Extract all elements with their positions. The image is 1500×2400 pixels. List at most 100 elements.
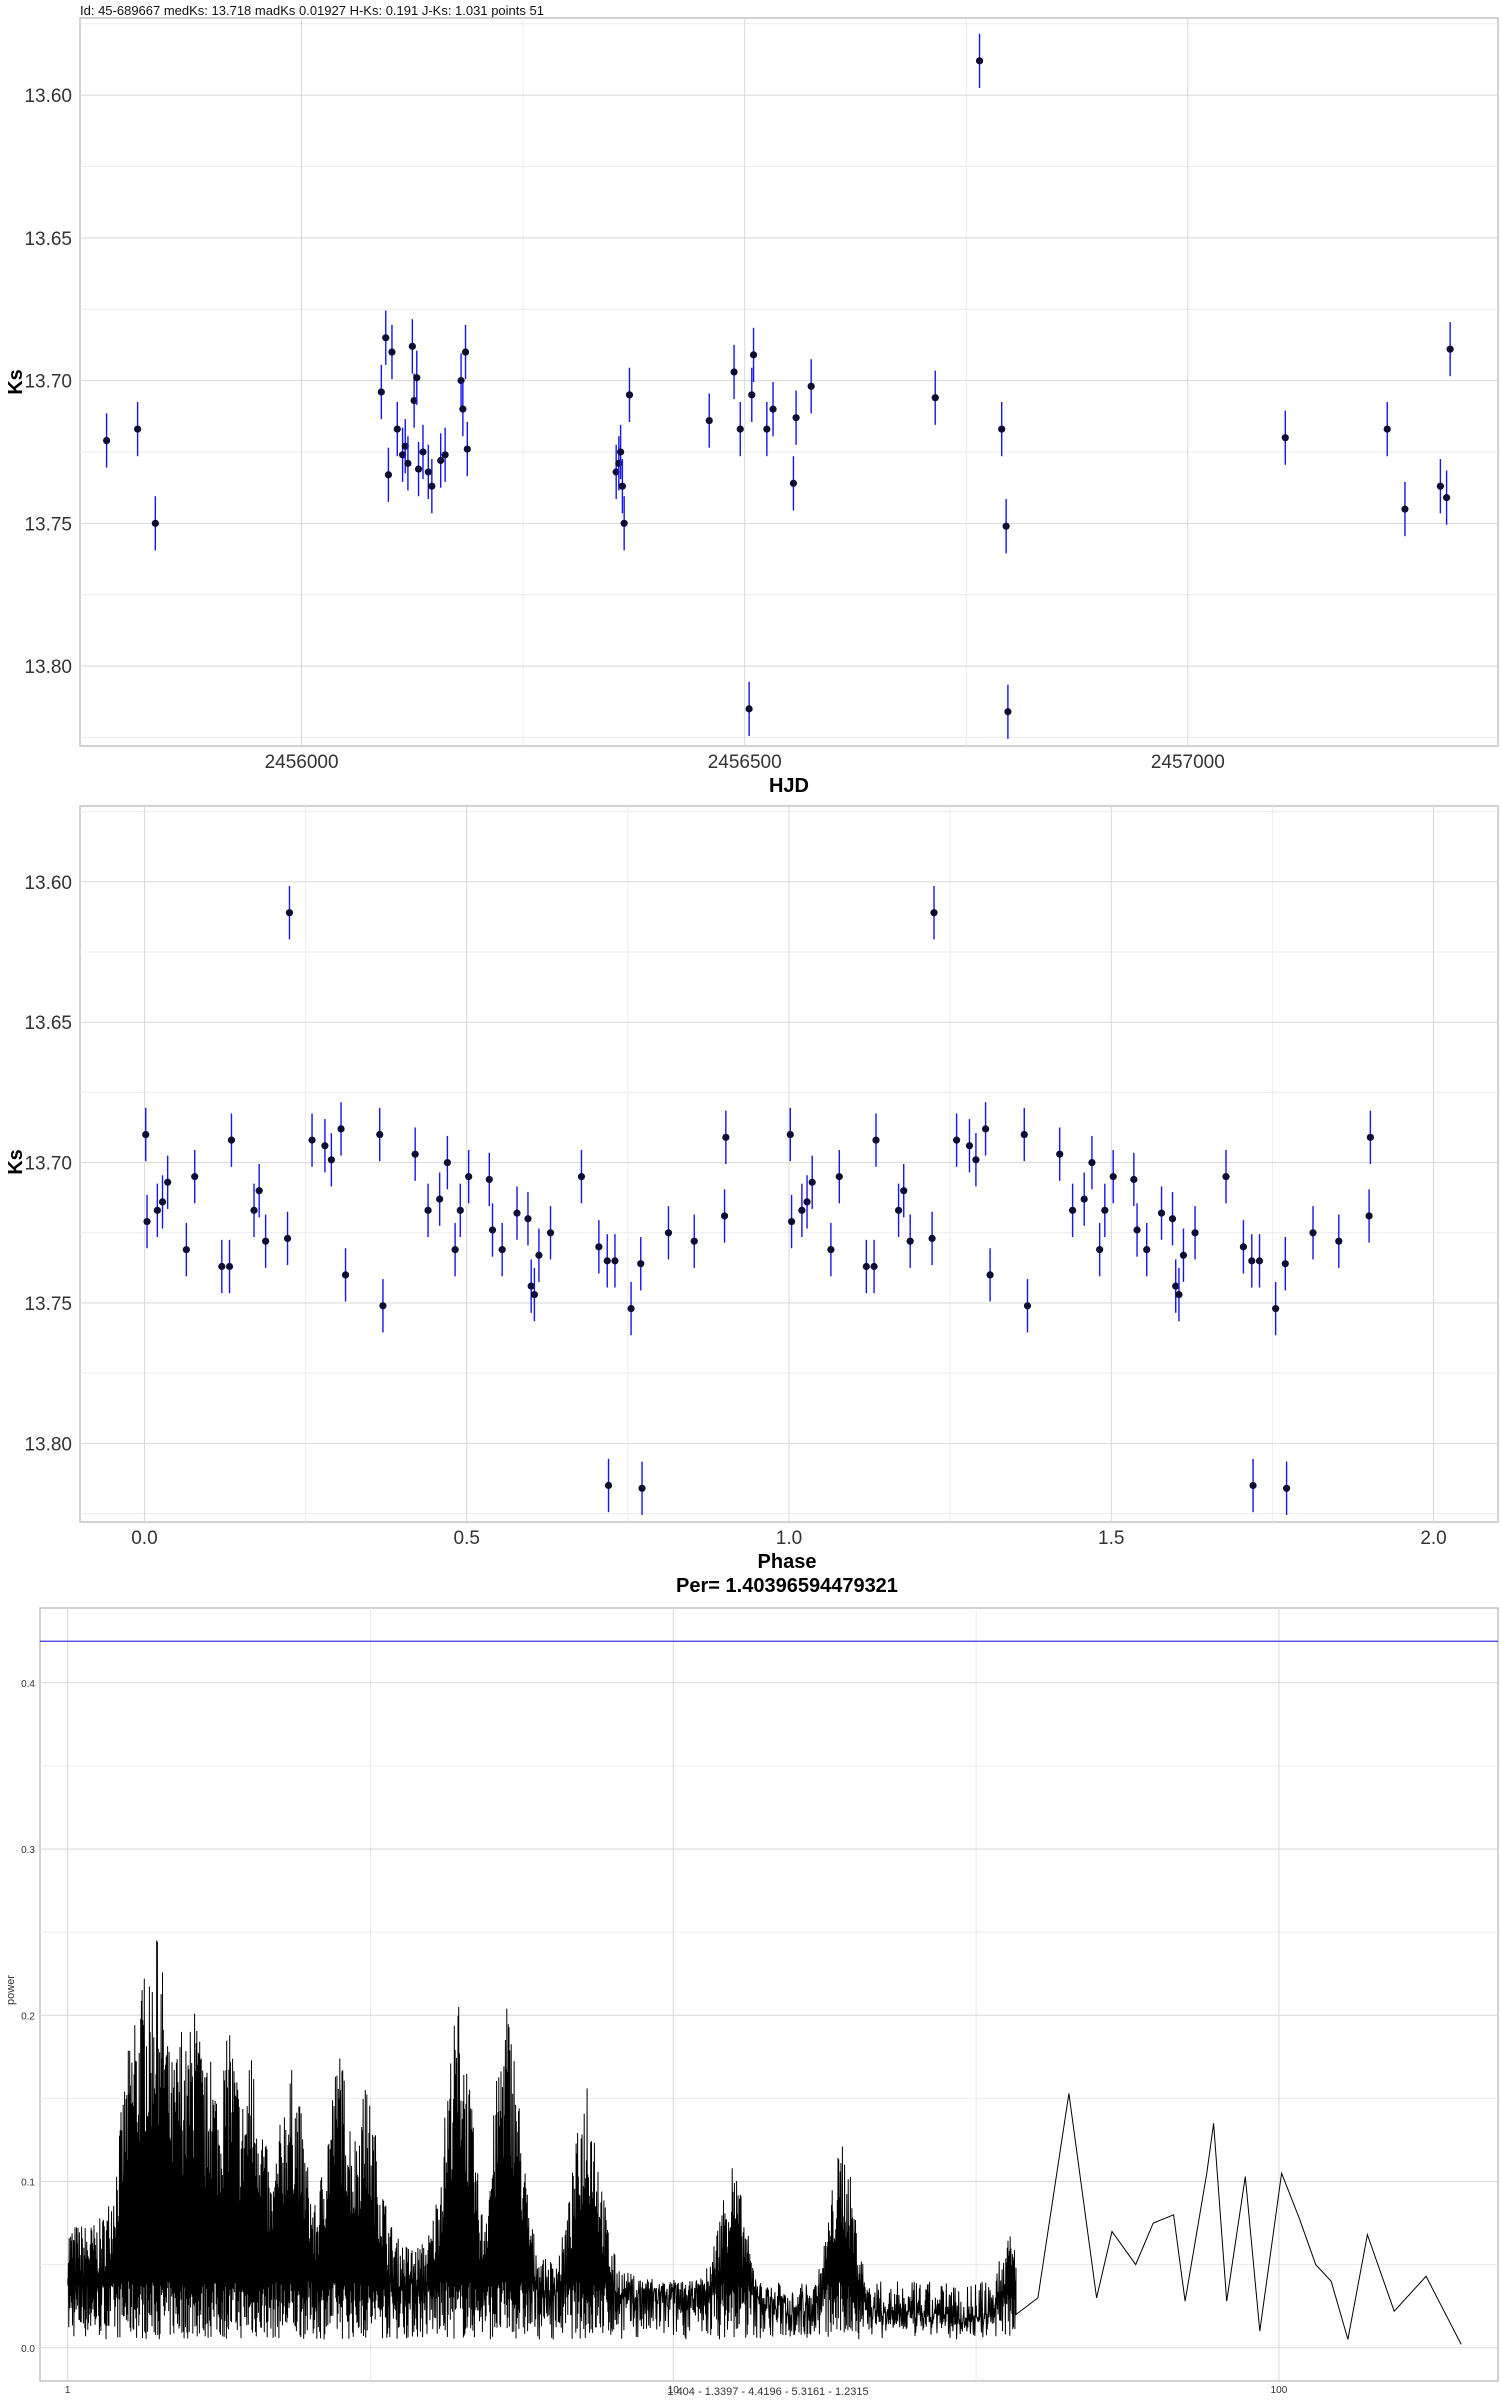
phase-data-point	[250, 1206, 258, 1214]
lightcurve-data-point	[1446, 345, 1454, 353]
lightcurve-data-point	[998, 425, 1006, 433]
phase-data-point	[341, 1271, 350, 1279]
periodogram-y-tick-label: 0.1	[21, 2178, 35, 2189]
lightcurve-data-point	[382, 334, 390, 342]
phase-data-point	[1366, 1133, 1374, 1141]
phase-data-point	[1309, 1229, 1317, 1237]
lightcurve-data-point	[789, 479, 798, 487]
phase-data-point	[225, 1262, 234, 1271]
periodogram-xlabel: 1.404 - 1.3397 - 4.4196 - 5.3161 - 1.231…	[667, 2386, 868, 2398]
phase-data-point	[952, 1136, 961, 1144]
phase-data-point	[664, 1229, 673, 1237]
phase-data-point	[627, 1305, 635, 1313]
lightcurve-data-point	[745, 705, 753, 713]
lightcurve-data-point	[388, 348, 396, 356]
lightcurve-data-point	[620, 519, 628, 527]
phase-data-point	[1335, 1237, 1343, 1245]
phase-x-tick-label: 1.5	[1098, 1528, 1124, 1549]
phase-data-point	[337, 1125, 345, 1133]
phase-y-tick-label: 13.70	[24, 1154, 72, 1175]
lightcurve-data-point	[414, 465, 423, 473]
phase-data-point	[1096, 1246, 1104, 1254]
phase-data-point	[1255, 1257, 1264, 1265]
phase-data-point	[1248, 1257, 1256, 1265]
phase-data-point	[411, 1150, 419, 1158]
phase-data-point	[690, 1237, 698, 1245]
lightcurve-data-point	[615, 459, 623, 467]
lightcurve-data-point	[151, 519, 159, 527]
phase-data-point	[1365, 1212, 1373, 1220]
lightcurve-data-point	[749, 351, 758, 359]
phase-data-point	[321, 1142, 329, 1150]
phase-data-point	[524, 1215, 532, 1223]
lightcurve-y-tick-label: 13.60	[24, 86, 72, 107]
phase-data-point	[379, 1302, 387, 1310]
lightcurve-data-point	[441, 451, 449, 459]
lightcurve-points	[102, 33, 1454, 739]
phase-data-point	[443, 1158, 451, 1167]
phase-x-tick-label: 0.5	[454, 1528, 480, 1549]
phase-data-point	[1143, 1246, 1151, 1254]
phase-data-point	[488, 1226, 497, 1234]
lightcurve-data-point	[618, 482, 626, 490]
phase-data-point	[1101, 1206, 1109, 1214]
lightcurve-axes: 2456000 2456500 2457000 13.60 13.65 13.70 13.7…	[24, 86, 1224, 773]
lightcurve-data-point	[748, 391, 756, 399]
phase-data-point	[143, 1217, 151, 1226]
phase-data-point	[595, 1243, 603, 1251]
lightcurve-data-point	[1281, 434, 1289, 442]
lightcurve-data-point	[1436, 482, 1444, 490]
phase-data-point	[930, 909, 938, 917]
phase-data-point	[485, 1175, 493, 1184]
lightcurve-y-tick-label: 13.75	[24, 514, 72, 535]
lightcurve-data-point	[461, 348, 470, 356]
phase-x-tick-label: 0.0	[131, 1528, 157, 1549]
phase-data-point	[142, 1130, 150, 1139]
periodogram-y-tick-label: 0.4	[21, 1679, 35, 1690]
lightcurve-data-point	[102, 436, 111, 445]
lightcurve-data-point	[769, 405, 777, 413]
phase-data-point	[1222, 1173, 1230, 1181]
periodogram-axes: 1 10 100 0.0 0.1 0.2 0.3 0.4	[21, 1679, 1288, 2396]
phase-data-point	[1157, 1209, 1166, 1217]
lightcurve-data-point	[410, 396, 418, 405]
phase-data-point	[1175, 1290, 1183, 1299]
lightcurve-data-point	[736, 425, 744, 433]
phase-y-tick-label: 13.75	[24, 1294, 72, 1315]
phase-x-tick-label: 2.0	[1420, 1528, 1446, 1549]
phase-data-point	[1056, 1150, 1064, 1158]
phase-panel: 0.0 0.5 1.0 1.5 2.0 13.60 13.65 13.70 13.75 13.80…	[5, 805, 1499, 1597]
lightcurve-x-tick-label: 2457000	[1151, 752, 1225, 773]
lightcurve-data-point	[1004, 708, 1012, 716]
lightcurve-data-point	[931, 394, 939, 402]
lightcurve-y-tick-label: 13.70	[24, 372, 72, 393]
phase-data-point	[604, 1481, 613, 1490]
phase-data-point	[862, 1262, 870, 1271]
phase-data-point	[255, 1187, 263, 1195]
lightcurve-data-point	[398, 451, 407, 459]
phase-data-point	[527, 1282, 535, 1290]
periodogram-x-tick-label: 1	[65, 2385, 71, 2396]
phase-data-point	[1172, 1282, 1180, 1290]
lightcurve-data-point	[612, 468, 620, 476]
phase-data-point	[376, 1130, 384, 1139]
phase-data-point	[1179, 1251, 1188, 1259]
lightcurve-data-point	[424, 468, 432, 476]
phase-data-point	[1191, 1229, 1199, 1237]
phase-data-point	[227, 1136, 236, 1144]
lightcurve-data-point	[792, 414, 800, 422]
phase-data-point	[787, 1217, 796, 1226]
phase-data-point	[1023, 1302, 1032, 1310]
lightcurve-data-point	[428, 482, 436, 490]
phase-data-point	[894, 1206, 903, 1214]
phase-data-point	[451, 1246, 459, 1254]
lightcurve-data-point	[377, 388, 385, 396]
periodogram-y-tick-label: 0.3	[21, 1845, 35, 1856]
header-text: Id: 45-689667 medKs: 13.718 madKs 0.0192…	[80, 3, 544, 18]
lightcurve-data-point	[1442, 494, 1451, 502]
phase-data-point	[164, 1178, 172, 1186]
periodogram-y-tick-label: 0.2	[21, 2011, 35, 2022]
phase-data-point	[928, 1234, 936, 1243]
phase-data-point	[1249, 1481, 1257, 1490]
